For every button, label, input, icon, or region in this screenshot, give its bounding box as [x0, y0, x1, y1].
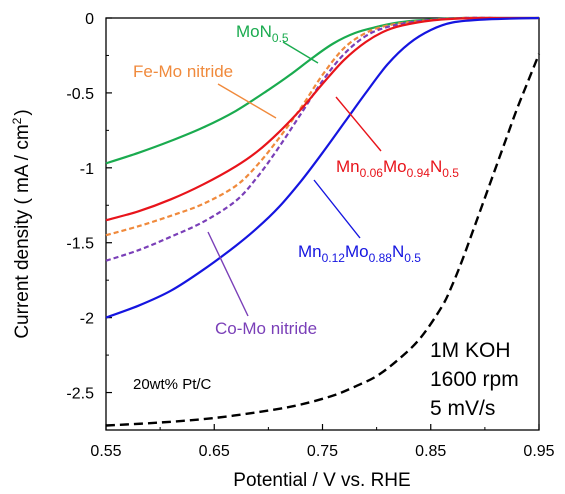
series-line-0 [105, 16, 539, 165]
series-line-3 [105, 16, 540, 222]
y-axis-label-group: Current density ( mA / cm2) [10, 109, 33, 338]
x-axis-label: Potential / V vs. RHE [233, 470, 410, 491]
series-line-2 [105, 16, 496, 262]
pointer-mn006 [335, 96, 382, 152]
x-tick-label: 0.85 [415, 443, 446, 460]
label-pointers [207, 41, 382, 317]
y-axis-label: Current density ( mA / cm2) [10, 109, 33, 338]
series-label-mon: MoN0.5 [236, 22, 289, 45]
x-tick-label: 0.75 [307, 443, 338, 460]
condition-electrolyte: 1M KOH [430, 339, 511, 362]
x-tick-label: 0.65 [199, 443, 230, 460]
series-label-co-mo: Co-Mo nitride [215, 319, 317, 338]
pointer-co-mo [207, 231, 249, 317]
y-tick-label: -2 [80, 311, 94, 328]
y-tick-label: 0 [85, 11, 94, 28]
y-tick-label: -0.5 [66, 86, 94, 103]
series-label-mn012: Mn0.12Mo0.88N0.5 [298, 242, 421, 265]
pointer-fe-mo [217, 83, 277, 119]
y-tick-label: -1 [80, 161, 94, 178]
series-lines [105, 16, 541, 427]
axis-ticks: 0.55 0.65 0.75 0.85 0.95 0 -0.5 -1 -1.5 -2 -2.5 [66, 11, 554, 460]
condition-rotation: 1600 rpm [430, 368, 519, 391]
y-tick-label: -2.5 [66, 386, 94, 403]
y-tick-label: -1.5 [66, 236, 94, 253]
condition-scan-rate: 5 mV/s [430, 397, 495, 420]
pointer-mn012 [313, 179, 361, 239]
series-label-pt-c: 20wt% Pt/C [133, 376, 212, 393]
series-line-4 [105, 16, 540, 319]
series-label-mn006: Mn0.06Mo0.94N0.5 [336, 157, 459, 180]
pointer-mon [282, 41, 319, 64]
series-label-fe-mo: Fe-Mo nitride [133, 62, 233, 81]
x-tick-label: 0.95 [523, 443, 554, 460]
x-tick-label: 0.55 [90, 443, 121, 460]
series-line-5 [105, 53, 541, 427]
